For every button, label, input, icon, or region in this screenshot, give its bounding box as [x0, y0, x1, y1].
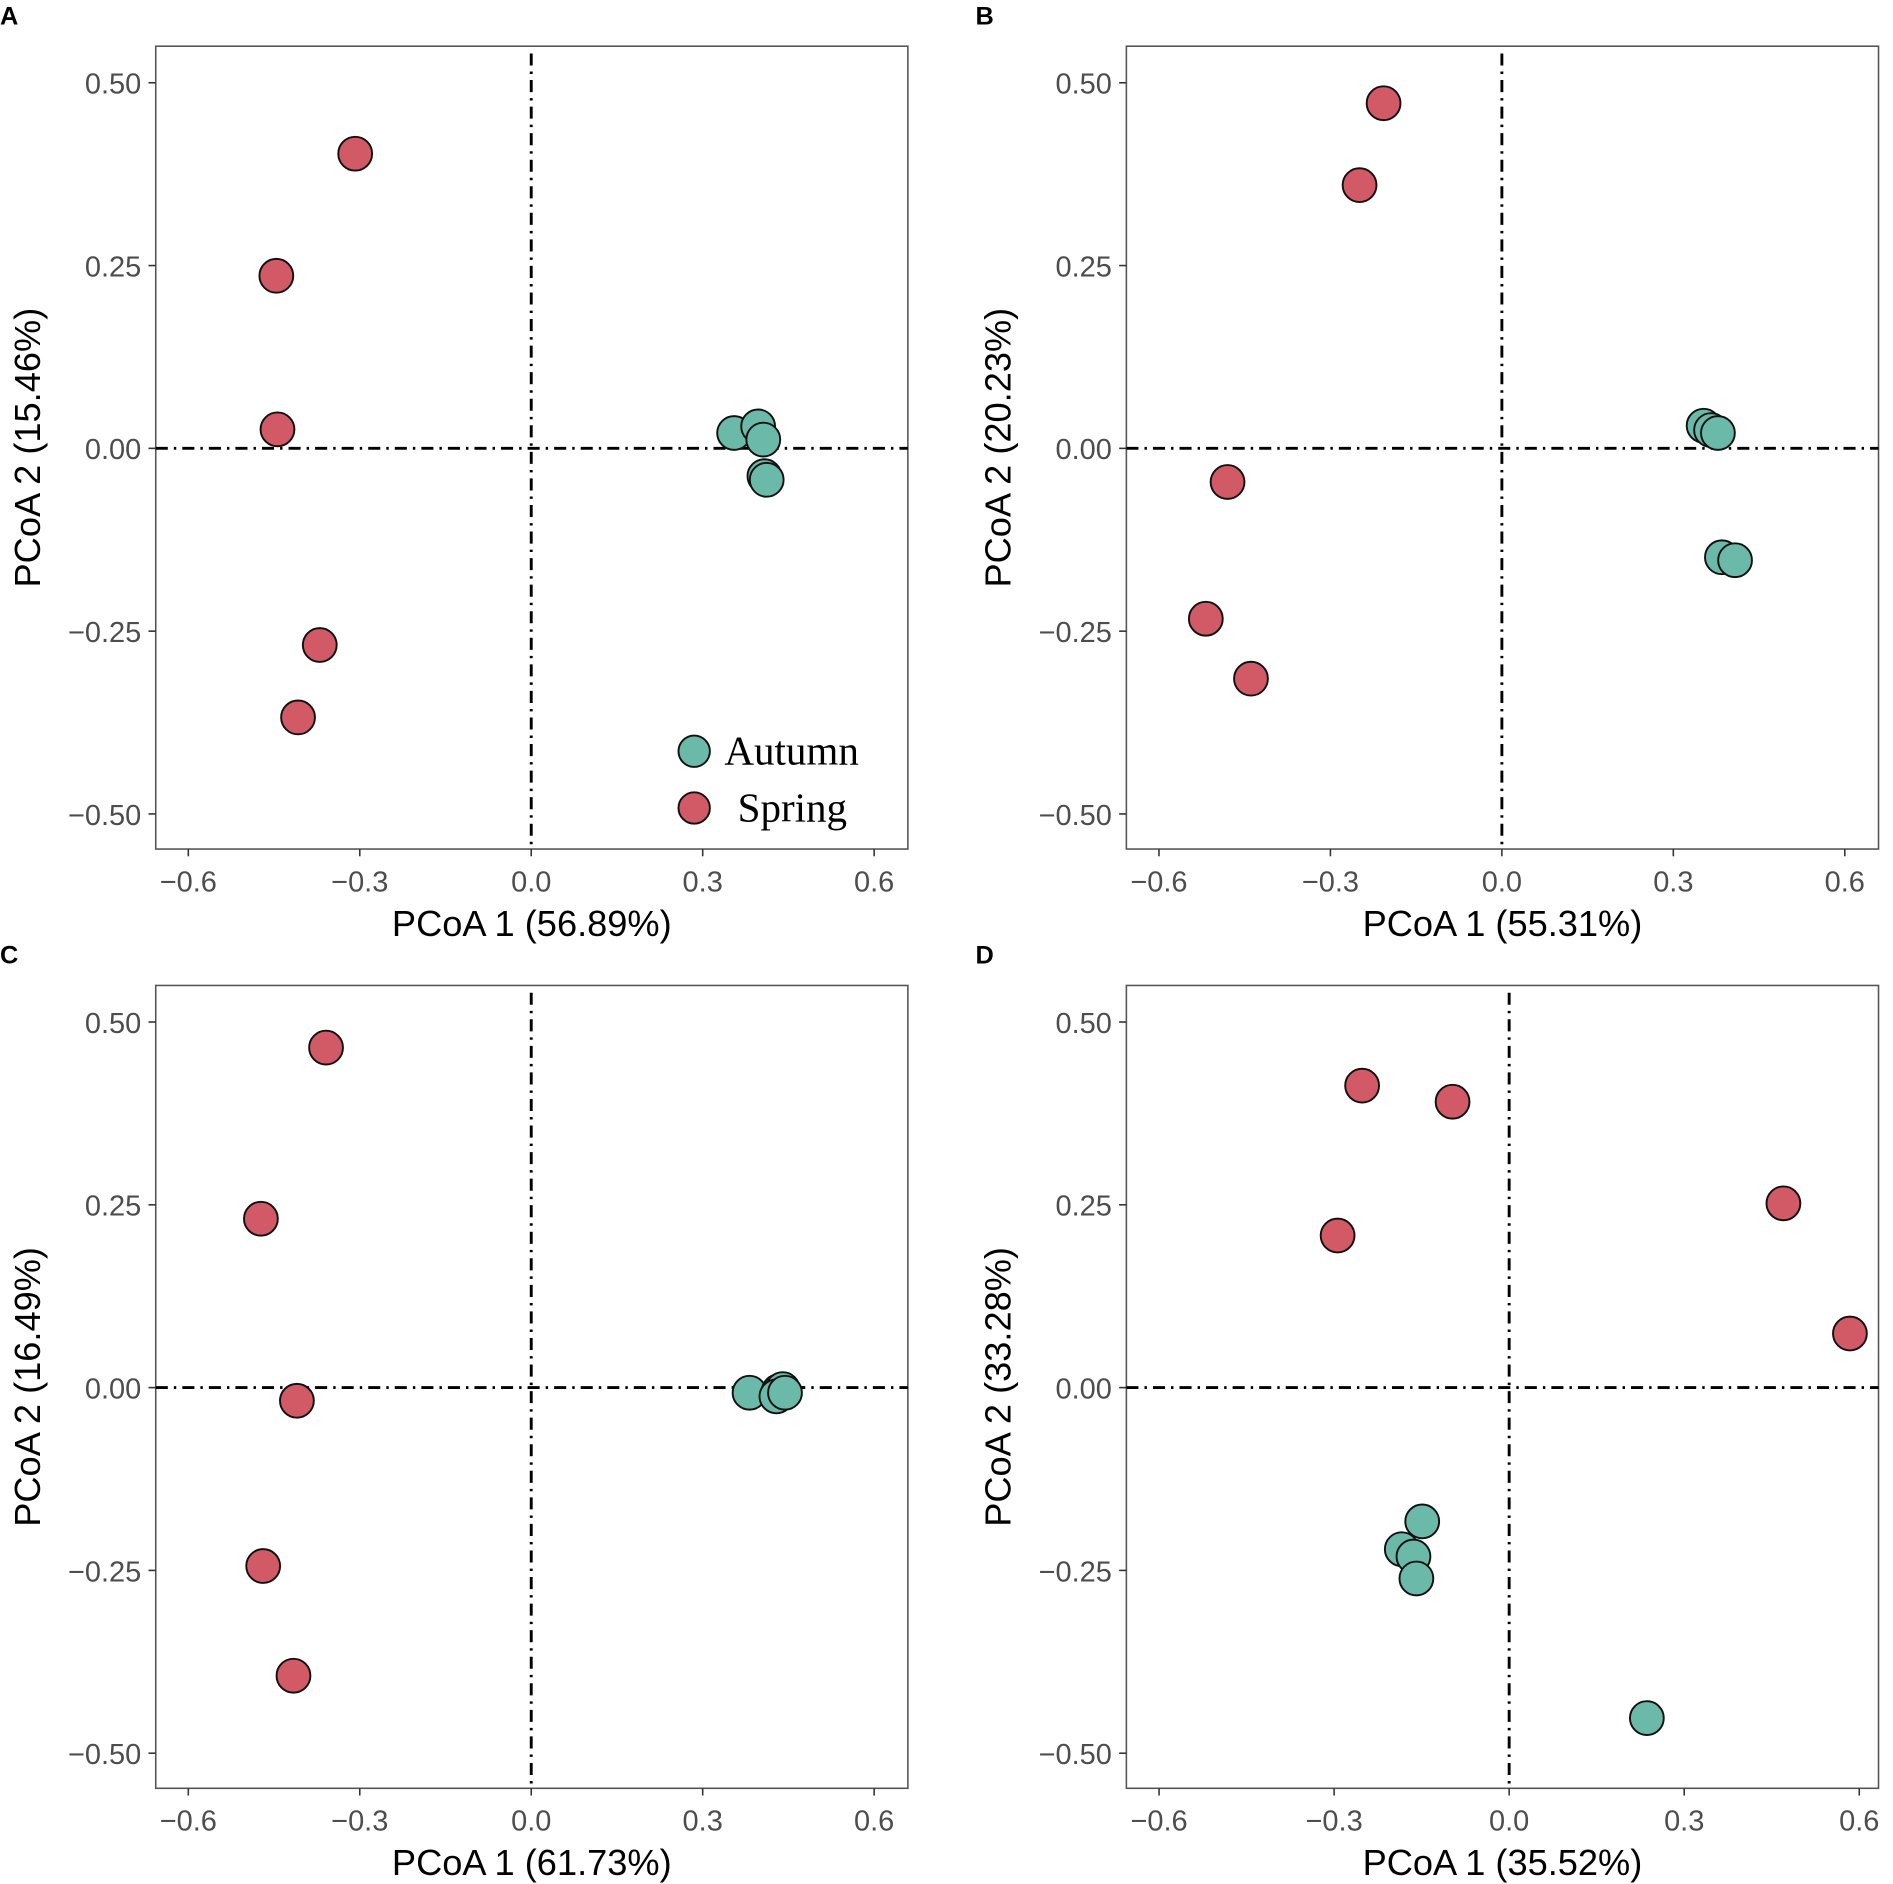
y-tick-label: −0.50: [1039, 1739, 1112, 1771]
x-tick-label: −0.3: [1302, 866, 1359, 898]
y-tick-label: −0.50: [1039, 800, 1112, 832]
x-axis-title: PCoA 1 (35.52%): [1363, 1842, 1643, 1883]
y-tick-label: 0.00: [1056, 434, 1112, 466]
point-spring: [1233, 660, 1269, 697]
point-spring: [1187, 600, 1224, 637]
point-spring: [1344, 1067, 1380, 1104]
y-tick-label: 0.25: [85, 251, 141, 283]
y-tick-label: 0.25: [1056, 251, 1112, 283]
point-spring: [280, 699, 316, 736]
y-tick-label: 0.50: [1056, 69, 1112, 101]
point-spring: [258, 257, 295, 294]
y-tick-label: −0.25: [1039, 617, 1112, 649]
panel-a: A −0.6 −0.3 0.0 0.3 0.6 −0.50 −0.25 0.00 0.25 0.50…: [0, 2, 909, 944]
y-tick-label: 0.25: [1056, 1191, 1112, 1223]
y-tick-label: −0.50: [68, 1739, 141, 1771]
x-tick-label: −0.6: [1130, 866, 1187, 898]
point-spring: [308, 1029, 344, 1066]
y-axis-title: PCoA 2 (15.46%): [7, 308, 48, 588]
point-spring: [1209, 464, 1246, 500]
panel-d: D −0.6 −0.3 0.0 0.3 0.6 −0.50 −0.25 0.00 0.25 0.50…: [975, 942, 1879, 1883]
panel-b: B −0.6 −0.3 0.0 0.3 0.6 −0.50 −0.25 0.00 0.25 0.50…: [975, 2, 1880, 944]
panel-letter: A: [0, 2, 18, 30]
y-tick-label: −0.25: [68, 617, 141, 649]
point-autumn: [1398, 1560, 1435, 1597]
x-tick-label: 0.6: [1825, 866, 1865, 898]
point-autumn: [1717, 542, 1753, 579]
x-tick-label: −0.6: [160, 1806, 217, 1838]
x-tick-label: −0.3: [331, 1806, 388, 1838]
point-spring: [301, 627, 338, 663]
panel-letter: C: [0, 942, 18, 970]
y-tick-label: 0.00: [85, 1373, 141, 1405]
point-autumn: [767, 1374, 803, 1411]
x-tick-label: 0.0: [511, 1806, 551, 1838]
y-tick-label: 0.00: [85, 434, 141, 466]
x-tick-label: −0.6: [1130, 1806, 1187, 1838]
x-tick-label: 0.0: [1482, 866, 1522, 898]
point-spring: [1832, 1315, 1868, 1352]
x-tick-label: 0.6: [1839, 1806, 1879, 1838]
point-spring: [1765, 1185, 1802, 1222]
x-tick-label: 0.6: [854, 866, 894, 898]
y-tick-label: −0.25: [1039, 1556, 1112, 1588]
point-autumn: [1628, 1700, 1665, 1736]
panel-letter: D: [975, 942, 993, 970]
x-axis-title: PCoA 1 (56.89%): [392, 903, 672, 944]
x-tick-label: 0.0: [511, 866, 551, 898]
point-spring: [275, 1657, 312, 1694]
y-tick-label: −0.25: [68, 1556, 141, 1588]
y-tick-label: 0.50: [1056, 1008, 1112, 1040]
y-tick-label: 0.50: [85, 1008, 141, 1040]
x-axis-title: PCoA 1 (55.31%): [1363, 903, 1643, 944]
point-spring: [1365, 85, 1402, 122]
y-axis-title: PCoA 2 (33.28%): [977, 1247, 1018, 1527]
point-spring: [337, 135, 374, 172]
point-autumn: [1404, 1503, 1441, 1540]
x-axis-title: PCoA 1 (61.73%): [392, 1842, 672, 1883]
point-autumn: [748, 461, 785, 498]
x-tick-label: 0.3: [1664, 1806, 1704, 1838]
legend: Autumn Spring: [677, 728, 859, 830]
x-tick-label: 0.3: [683, 866, 723, 898]
x-tick-label: 0.3: [683, 1806, 723, 1838]
legend-label-spring: Spring: [738, 784, 847, 830]
x-tick-label: −0.3: [331, 866, 388, 898]
x-tick-label: 0.3: [1653, 866, 1693, 898]
point-spring: [279, 1382, 315, 1419]
point-spring: [259, 411, 296, 448]
x-tick-label: 0.6: [854, 1806, 894, 1838]
x-tick-label: 0.0: [1489, 1806, 1529, 1838]
y-axis-title: PCoA 2 (16.49%): [7, 1247, 48, 1527]
x-tick-label: −0.3: [1306, 1806, 1363, 1838]
point-spring: [245, 1548, 282, 1584]
y-tick-label: 0.00: [1056, 1373, 1112, 1405]
y-tick-label: 0.25: [85, 1191, 141, 1223]
point-autumn: [745, 421, 782, 458]
point-spring: [243, 1200, 279, 1237]
panel-letter: B: [975, 2, 993, 30]
point-spring: [1341, 167, 1378, 203]
y-tick-label: 0.50: [85, 69, 141, 101]
legend-key-autumn: [677, 734, 711, 768]
x-tick-label: −0.6: [160, 866, 217, 898]
panel-c: C −0.6 −0.3 0.0 0.3 0.6 −0.50 −0.25 0.00 0.25 0.50…: [0, 942, 909, 1883]
y-tick-label: −0.50: [68, 800, 141, 832]
legend-key-spring: [677, 791, 711, 825]
point-spring: [1319, 1217, 1356, 1254]
point-autumn: [1700, 415, 1736, 451]
point-spring: [1434, 1083, 1471, 1120]
y-axis-title: PCoA 2 (20.23%): [977, 308, 1018, 588]
legend-label-autumn: Autumn: [724, 728, 859, 774]
